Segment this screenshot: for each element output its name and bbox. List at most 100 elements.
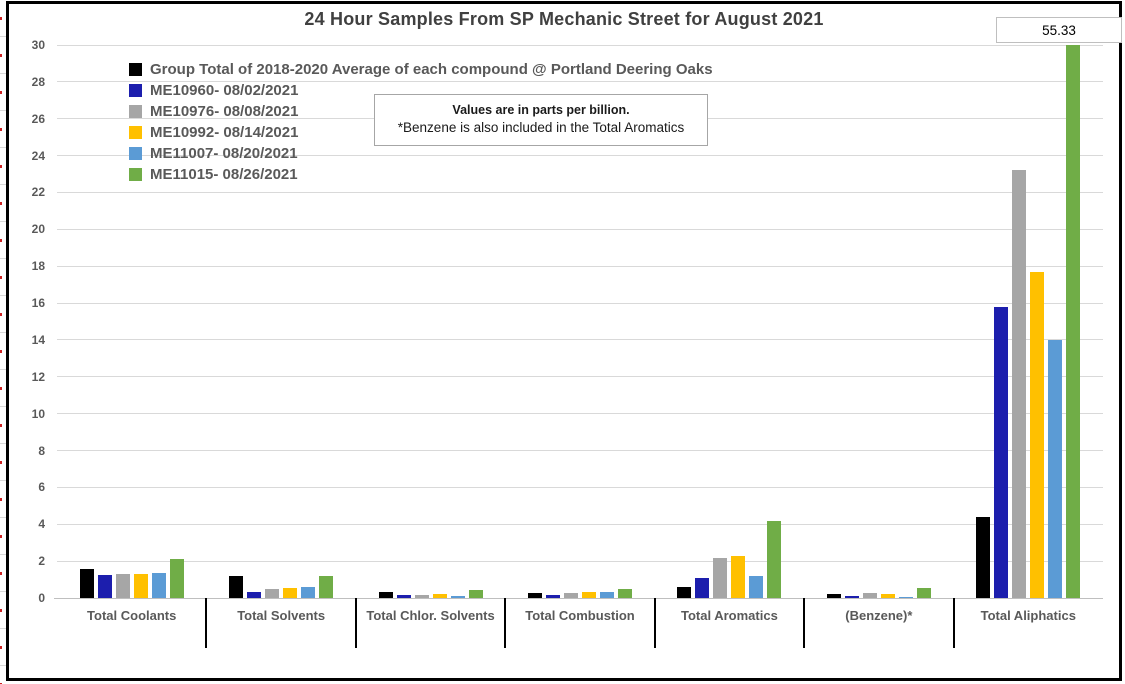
gridline [57, 155, 1103, 157]
legend-label: Group Total of 2018-2020 Average of each… [150, 61, 713, 78]
bar [1012, 170, 1027, 598]
bar [713, 558, 728, 598]
bar-group [954, 45, 1103, 598]
legend-label: ME11007- 08/20/2021 [150, 145, 298, 162]
legend-label: ME10976- 08/08/2021 [150, 103, 299, 120]
legend-item: ME10960- 08/02/2021 [129, 80, 713, 101]
y-tick-label: 2 [38, 554, 45, 569]
bar [599, 592, 614, 598]
bar [247, 592, 262, 598]
bar [1048, 339, 1063, 598]
bar [826, 594, 841, 598]
bar [265, 588, 280, 598]
bar [396, 594, 411, 598]
y-tick-label: 6 [38, 480, 45, 495]
bar [450, 596, 465, 598]
legend-swatch [129, 147, 142, 160]
y-tick-label: 4 [38, 517, 45, 532]
gridline [57, 81, 1103, 83]
bar [169, 559, 184, 598]
category-separator [504, 598, 507, 648]
legend-swatch [129, 84, 142, 97]
category-label: Total Solvents [237, 608, 326, 623]
y-tick-label: 30 [31, 38, 45, 52]
legend-item: ME11007- 08/20/2021 [129, 143, 713, 164]
y-tick-label: 10 [31, 406, 45, 421]
bar [527, 593, 542, 598]
bar [468, 589, 483, 598]
bar [976, 516, 991, 598]
category-label: Total Chlor. Solvents [366, 608, 495, 623]
y-tick-label: 24 [31, 148, 45, 163]
legend-label: ME10960- 08/02/2021 [150, 82, 299, 99]
bar [994, 306, 1009, 598]
value-callout: 55.33 [996, 17, 1122, 43]
bar [301, 586, 316, 598]
bar-group [356, 45, 505, 598]
chart-area[interactable]: 24 Hour Samples From SP Mechanic Street … [6, 1, 1122, 681]
category-label: Total Aliphatics [980, 608, 1076, 623]
legend-item: Group Total of 2018-2020 Average of each… [129, 59, 713, 80]
bar [378, 592, 393, 598]
bar [229, 575, 244, 598]
x-axis-line [54, 598, 1103, 599]
bar [319, 575, 334, 598]
y-tick-label: 0 [38, 591, 45, 605]
bar [617, 589, 632, 598]
bar [283, 587, 298, 598]
bar [563, 593, 578, 598]
y-tick-label: 28 [31, 74, 45, 89]
gridline [57, 560, 1103, 562]
category-label: (Benzene)* [845, 608, 913, 623]
y-tick-label: 16 [31, 296, 45, 311]
legend-item: ME10976- 08/08/2021 [129, 101, 713, 122]
bar [151, 573, 166, 598]
gridline [57, 486, 1103, 488]
bar-group [655, 45, 804, 598]
value-callout-label: 55.33 [1042, 22, 1076, 38]
note-line-2: *Benzene is also included in the Total A… [397, 120, 685, 135]
bar [898, 596, 913, 598]
x-axis-labels: Total Coolants Total Solvents Total Chlor.… [57, 608, 1103, 632]
legend-swatch [129, 63, 142, 76]
legend-item: ME11015- 08/26/2021 [129, 164, 713, 185]
bar [695, 577, 710, 598]
bar [844, 595, 859, 598]
gridline [57, 413, 1103, 415]
bar [1066, 45, 1081, 598]
y-axis-labels: 0 2 4 6 8 10 12 14 16 18 20 22 24 26 28 30 [9, 38, 49, 605]
category-separator [653, 598, 656, 648]
bar-group [57, 45, 206, 598]
bar [79, 569, 94, 598]
bar-group [804, 45, 953, 598]
y-tick-label: 12 [31, 369, 45, 384]
bar [749, 575, 764, 598]
legend-item: ME10992- 08/14/2021 [129, 122, 713, 143]
bar [133, 574, 148, 598]
gridline [57, 191, 1103, 193]
bar [1030, 271, 1045, 598]
bar [767, 520, 782, 598]
y-tick-label: 14 [31, 332, 45, 347]
category-separator [205, 598, 208, 648]
gridline [57, 376, 1103, 378]
y-tick-label: 26 [31, 111, 45, 126]
bar-group [505, 45, 654, 598]
chart-legend: Group Total of 2018-2020 Average of each… [129, 59, 713, 185]
gridline [57, 302, 1103, 304]
gridline [57, 523, 1103, 525]
bar [862, 593, 877, 598]
category-label: Total Combustion [525, 608, 635, 623]
bar [677, 586, 692, 598]
bar [97, 574, 112, 598]
category-label: Total Coolants [87, 608, 177, 623]
plot-area [54, 44, 1103, 599]
gridline [57, 228, 1103, 230]
category-separator [952, 598, 955, 648]
bar-group [206, 45, 355, 598]
category-label: Total Aromatics [681, 608, 778, 623]
spreadsheet-edge [0, 0, 6, 684]
gridline [57, 44, 1103, 46]
bar [916, 588, 931, 598]
legend-swatch [129, 168, 142, 181]
